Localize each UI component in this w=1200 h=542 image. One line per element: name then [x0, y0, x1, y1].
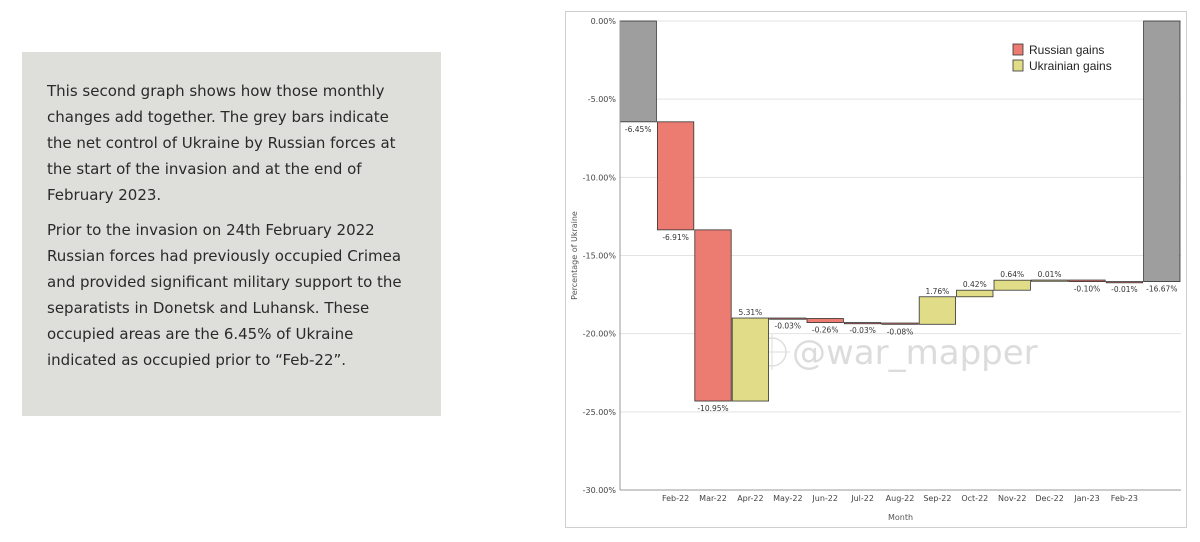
legend-swatch [1012, 59, 1024, 72]
y-tick-label: 0.00% [591, 17, 617, 26]
x-tick-label: Aug-22 [886, 494, 915, 503]
x-tick-label: Feb-22 [662, 494, 689, 503]
description-paragraph-1: This second graph shows how those monthl… [47, 82, 396, 204]
russian-gain-bar [657, 121, 695, 231]
description-panel: This second graph shows how those monthl… [22, 52, 441, 416]
ukrainian-gain-bar [956, 289, 994, 298]
data-label: -6.45% [625, 125, 652, 134]
y-tick-label: -30.00% [583, 486, 617, 495]
x-tick-label: Jan-23 [1073, 494, 1099, 503]
chart-legend: Russian gains Ukrainian gains [1012, 43, 1112, 73]
x-tick-label: Apr-22 [737, 494, 763, 503]
data-label: -0.26% [812, 326, 839, 335]
x-tick-label: Mar-22 [699, 494, 727, 503]
x-tick-label: Nov-22 [998, 494, 1026, 503]
legend-entry-label: Russian gains [1029, 43, 1104, 57]
y-tick-label: -20.00% [583, 330, 617, 339]
legend-entry-label: Ukrainian gains [1029, 59, 1112, 73]
data-label: 0.64% [1000, 270, 1024, 279]
legend-swatch [1012, 43, 1024, 56]
x-tick-label: Feb-23 [1111, 494, 1138, 503]
ukrainian-gain-bar [993, 279, 1031, 291]
y-axis-title: Percentage of Ukraine [570, 211, 579, 300]
chart-axes: 0.00%-5.00%-10.00%-15.00%-20.00%-25.00%-… [570, 17, 1181, 522]
russian-gain-bar [769, 317, 807, 320]
data-label: 1.76% [925, 287, 949, 296]
data-label: -0.10% [1074, 285, 1101, 294]
y-tick-label: -15.00% [583, 252, 617, 261]
watermark: @war_mapper [754, 333, 1038, 373]
data-label: 5.31% [738, 308, 762, 317]
x-tick-label: Jun-22 [811, 494, 838, 503]
y-tick-label: -5.00% [588, 95, 617, 104]
russian-gain-bar [806, 318, 844, 323]
watermark-text: @war_mapper [792, 333, 1038, 373]
x-axis-title: Month [888, 513, 913, 522]
data-label: -6.91% [662, 233, 689, 242]
x-tick-label: May-22 [773, 494, 802, 503]
total-bar [619, 20, 657, 123]
russian-gain-bar [843, 322, 882, 325]
chart-bars [619, 20, 1181, 402]
russian-gain-bar [881, 322, 919, 325]
waterfall-chart-frame: @war_mapper -6.45% -6.91% -10.95% 5.31% -0.0… [565, 11, 1187, 528]
data-label: -0.03% [775, 322, 802, 331]
x-tick-label: Jul-22 [850, 494, 874, 503]
ukrainian-gain-bar [731, 317, 769, 402]
russian-gain-bar [694, 229, 732, 402]
ukrainian-gain-bar [1030, 279, 1069, 282]
x-tick-label: Sep-22 [923, 494, 951, 503]
total-bar [1143, 20, 1181, 283]
x-tick-label: Oct-22 [961, 494, 988, 503]
chart-data-labels: -6.45% -6.91% -10.95% 5.31% -0.03% -0.26% -0.0… [625, 125, 1178, 413]
data-label: -0.08% [887, 327, 914, 336]
data-label: -10.95% [697, 404, 728, 413]
y-tick-label: -10.00% [583, 173, 617, 182]
data-label: -0.03% [849, 326, 876, 335]
data-label: -16.67% [1146, 285, 1177, 294]
ukrainian-gain-bar [918, 296, 957, 325]
data-label: -0.01% [1111, 285, 1138, 294]
description-paragraph-2: Prior to the invasion on 24th February 2… [47, 221, 402, 369]
russian-gain-bar [1068, 279, 1106, 283]
data-label: 0.01% [1038, 270, 1062, 279]
russian-gain-bar [1105, 281, 1144, 284]
waterfall-chart: @war_mapper -6.45% -6.91% -10.95% 5.31% -0.0… [570, 17, 1181, 522]
x-tick-label: Dec-22 [1035, 494, 1064, 503]
y-tick-label: -25.00% [583, 408, 617, 417]
data-label: 0.42% [963, 280, 987, 289]
